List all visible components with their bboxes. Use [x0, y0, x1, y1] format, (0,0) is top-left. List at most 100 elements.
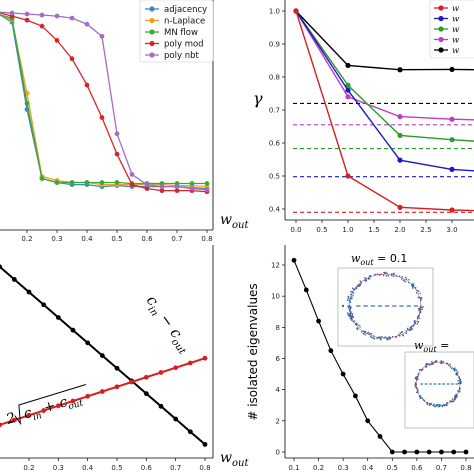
x-tick-label: 2.5: [420, 226, 431, 234]
data-point: [397, 114, 403, 120]
y-tick-label: 0.7: [269, 107, 280, 115]
eigenvalue-dot: [359, 283, 361, 286]
data-point: [26, 289, 32, 295]
eigenvalue-dot: [416, 377, 419, 379]
x-tick-label: 0.3: [338, 464, 349, 472]
eigenvalue-dot: [351, 297, 353, 300]
data-point: [84, 180, 90, 185]
x-tick-label: 0.4: [82, 464, 94, 472]
eigenvalue-dot: [367, 331, 370, 334]
eigenvalue-dot: [401, 275, 403, 278]
eigenvalue-dot: [459, 379, 462, 381]
eigenvalue-dot: [368, 277, 371, 280]
series-line-poly-mod: [0, 12, 208, 193]
eigenvalue-dot: [362, 332, 365, 335]
data-point: [158, 370, 164, 375]
legend-label: poly nbt: [164, 51, 199, 61]
eigenvalue-dot: [356, 323, 358, 326]
data-point: [55, 315, 61, 320]
panel-top-left: 0.2 0.3 0.4 0.5 0.6 0.7 0.8 wout adjacency n-La…: [0, 0, 249, 243]
data-point: [114, 151, 120, 157]
eigenvalue-dot: [418, 368, 421, 371]
eigenvalue-dot: [364, 333, 366, 336]
eigenvalue-dot: [349, 301, 352, 303]
eigenvalue-dot: [386, 337, 389, 340]
data-point: [202, 442, 208, 447]
eigenvalue-dot: [369, 335, 372, 338]
x-tick-label: 0.0: [290, 226, 301, 234]
eigenvalue-dot: [440, 360, 443, 362]
data-point: [173, 416, 179, 422]
data-point: [114, 365, 120, 371]
x-tick-label: 1.0: [342, 226, 353, 234]
data-point: [0, 264, 3, 270]
inset-2: wout =: [404, 339, 474, 429]
eigenvalue-dot: [449, 363, 451, 365]
data-point: [39, 12, 45, 18]
data-point: [414, 449, 420, 455]
data-point: [24, 11, 30, 17]
eigenvalue-dot: [349, 317, 352, 320]
eigenvalue-dot: [346, 299, 349, 301]
legend-label: w: [452, 4, 460, 14]
eigenvalue-dot: [416, 316, 419, 318]
eigenvalue-dot: [359, 280, 362, 282]
eigenvalue-dot: [352, 295, 354, 297]
legend-label: poly mod: [164, 40, 204, 50]
data-point: [158, 403, 164, 409]
eigenvalue-dot: [356, 328, 359, 331]
data-point: [204, 181, 210, 186]
data-point: [174, 188, 180, 194]
eigenvalue-dot: [435, 360, 438, 362]
x-tick-label: 3.0: [446, 226, 457, 234]
data-point: [449, 137, 455, 143]
eigenvalue-dot: [357, 284, 360, 286]
eigenvalue-dot: [411, 287, 414, 289]
data-point: [85, 340, 91, 346]
legend-label: n-Laplace: [164, 17, 205, 27]
eigenvalue-dot: [428, 404, 431, 407]
data-point: [340, 371, 346, 377]
eigenvalue-dot: [359, 326, 361, 328]
eigenvalue-dot: [350, 306, 352, 309]
data-point: [449, 66, 455, 73]
eigenvalue-dot: [352, 316, 354, 318]
eigenvalue-dot: [408, 278, 410, 281]
data-point: [26, 412, 32, 418]
data-point: [345, 62, 351, 69]
data-point: [70, 398, 76, 404]
data-point: [70, 327, 76, 333]
eigenvalue-dot: [402, 334, 404, 336]
eigenvalue-dot: [378, 274, 381, 276]
inset-label: wout =: [414, 339, 449, 354]
eigenvalue-dot: [364, 330, 367, 333]
eigenvalue-dot: [431, 360, 433, 363]
data-point: [189, 181, 195, 186]
data-point: [345, 94, 351, 100]
eigenvalue-dot: [421, 397, 424, 399]
series-line-MN-flow: [0, 14, 207, 185]
eigenvalue-dot: [414, 386, 417, 388]
eigenvalue-dot: [420, 298, 423, 300]
eigenvalue-dot: [437, 405, 440, 408]
data-point: [144, 182, 150, 187]
eigenvalue-dot: [385, 271, 387, 274]
data-point: [353, 393, 358, 399]
eigenvalue-dot: [401, 331, 403, 333]
eigenvalue-dot: [370, 332, 373, 335]
panel-top-right: 0.0 0.5 1.0 1.5 2.0 2.5 3.0 0.4 0.5 0.6 0.7 0.8 0.9 1…: [253, 0, 474, 234]
svg-text:cin + cout: cin + cout: [22, 390, 85, 426]
eigenvalue-dot: [449, 400, 451, 402]
data-point: [202, 355, 208, 361]
eigenvalue-dot: [455, 369, 458, 372]
eigenvalue-dot: [449, 366, 452, 368]
eigenvalue-dot: [458, 382, 460, 385]
x-tick-label: 0.3: [53, 464, 64, 472]
data-point: [85, 393, 91, 399]
y-tick-label: 0.8: [269, 74, 280, 82]
eigenvalue-dot: [417, 290, 420, 292]
eigenvalue-dot: [397, 333, 400, 336]
